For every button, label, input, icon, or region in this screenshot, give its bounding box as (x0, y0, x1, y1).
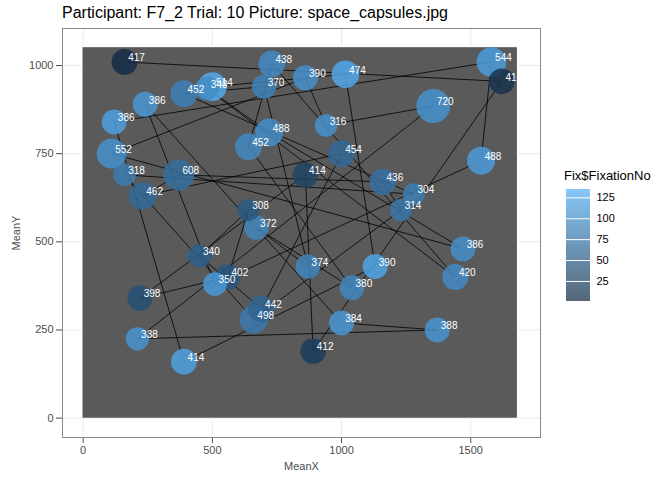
svg-text:398: 398 (144, 288, 161, 299)
svg-text:438: 438 (275, 54, 292, 65)
svg-text:0: 0 (80, 444, 86, 456)
svg-text:488: 488 (485, 151, 502, 162)
svg-text:25: 25 (597, 275, 609, 287)
svg-text:420: 420 (459, 267, 476, 278)
svg-text:100: 100 (597, 212, 615, 224)
svg-text:1000: 1000 (329, 444, 353, 456)
svg-text:374: 374 (312, 257, 329, 268)
svg-text:75: 75 (597, 233, 609, 245)
svg-text:318: 318 (128, 165, 145, 176)
svg-text:500: 500 (203, 444, 221, 456)
svg-text:608: 608 (182, 165, 199, 176)
svg-text:474: 474 (349, 65, 366, 76)
svg-text:544: 544 (495, 52, 512, 63)
svg-text:316: 316 (330, 116, 347, 127)
svg-text:338: 338 (141, 329, 158, 340)
svg-text:452: 452 (252, 137, 269, 148)
svg-text:250: 250 (35, 323, 53, 335)
svg-text:304: 304 (418, 184, 435, 195)
svg-text:462: 462 (146, 186, 163, 197)
html-text:Fix$FixationNo: Fix$FixationNo (564, 168, 651, 183)
svg-text:402: 402 (231, 267, 249, 279)
svg-text:314: 314 (405, 200, 422, 211)
svg-text:1000: 1000 (29, 59, 53, 71)
svg-text:0: 0 (47, 412, 53, 424)
svg-text:386: 386 (118, 112, 135, 123)
svg-text:454: 454 (345, 144, 362, 155)
svg-text:350: 350 (219, 274, 236, 285)
svg-text:340: 340 (203, 246, 220, 257)
svg-text:498: 498 (257, 310, 274, 321)
svg-text:750: 750 (35, 147, 53, 159)
svg-text:500: 500 (35, 235, 53, 247)
svg-text:384: 384 (345, 313, 362, 324)
svg-text:388: 388 (441, 320, 458, 331)
svg-text:50: 50 (597, 254, 609, 266)
svg-text:442: 442 (265, 299, 282, 310)
svg-text:380: 380 (356, 278, 373, 289)
svg-text:412: 412 (317, 341, 334, 352)
svg-text:372: 372 (260, 218, 277, 229)
svg-text:125: 125 (597, 191, 615, 203)
html-text:Participant: F7_2 Trial: 10 Pi: Participant: F7_2 Trial: 10 Picture: spa… (62, 4, 448, 21)
svg-text:390: 390 (309, 68, 326, 79)
svg-text:552: 552 (115, 144, 132, 155)
svg-text:720: 720 (437, 96, 454, 107)
svg-text:414: 414 (188, 352, 205, 363)
svg-text:MeanX: MeanX (284, 460, 320, 472)
svg-text:414: 414 (309, 165, 326, 176)
svg-text:1500: 1500 (458, 444, 482, 456)
svg-text:390: 390 (379, 257, 396, 268)
svg-text:416: 416 (505, 72, 522, 83)
svg-text:370: 370 (268, 77, 285, 88)
svg-text:417: 417 (128, 52, 145, 63)
svg-text:308: 308 (252, 200, 269, 211)
svg-text:514: 514 (216, 77, 233, 88)
svg-text:436: 436 (387, 172, 404, 183)
svg-text:386: 386 (149, 95, 166, 106)
svg-text:452: 452 (188, 84, 205, 95)
svg-text:488: 488 (273, 123, 290, 134)
svg-text:386: 386 (467, 239, 484, 250)
svg-text:MeanY: MeanY (10, 215, 22, 251)
